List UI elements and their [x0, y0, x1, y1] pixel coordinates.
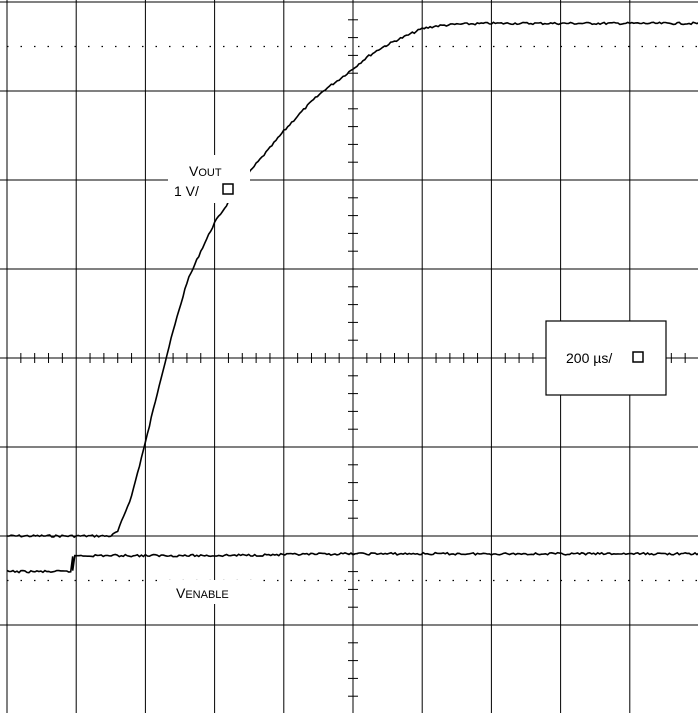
vout-label-sub: OUT [198, 167, 222, 179]
svg-text:VOUT: VOUT [189, 163, 222, 179]
vout-scale-label: 1 V/ [174, 183, 199, 199]
venable-label-sub: ENABLE [185, 589, 228, 601]
vout-label-main: V [189, 163, 199, 179]
traces [6, 21, 698, 574]
division-square-icon [222, 183, 234, 195]
vout-label: VOUT 1 V/ [168, 155, 250, 203]
trace-vout [6, 21, 698, 539]
timebase-label: 200 µs/ [566, 350, 612, 366]
venable-label: VENABLE [168, 580, 256, 604]
svg-text:VENABLE: VENABLE [176, 585, 229, 601]
trace-venable [6, 551, 698, 574]
axis-ticks [20, 19, 686, 697]
division-square-icon [632, 351, 644, 363]
timebase-box: 200 µs/ [545, 320, 667, 396]
venable-label-main: V [176, 585, 186, 601]
